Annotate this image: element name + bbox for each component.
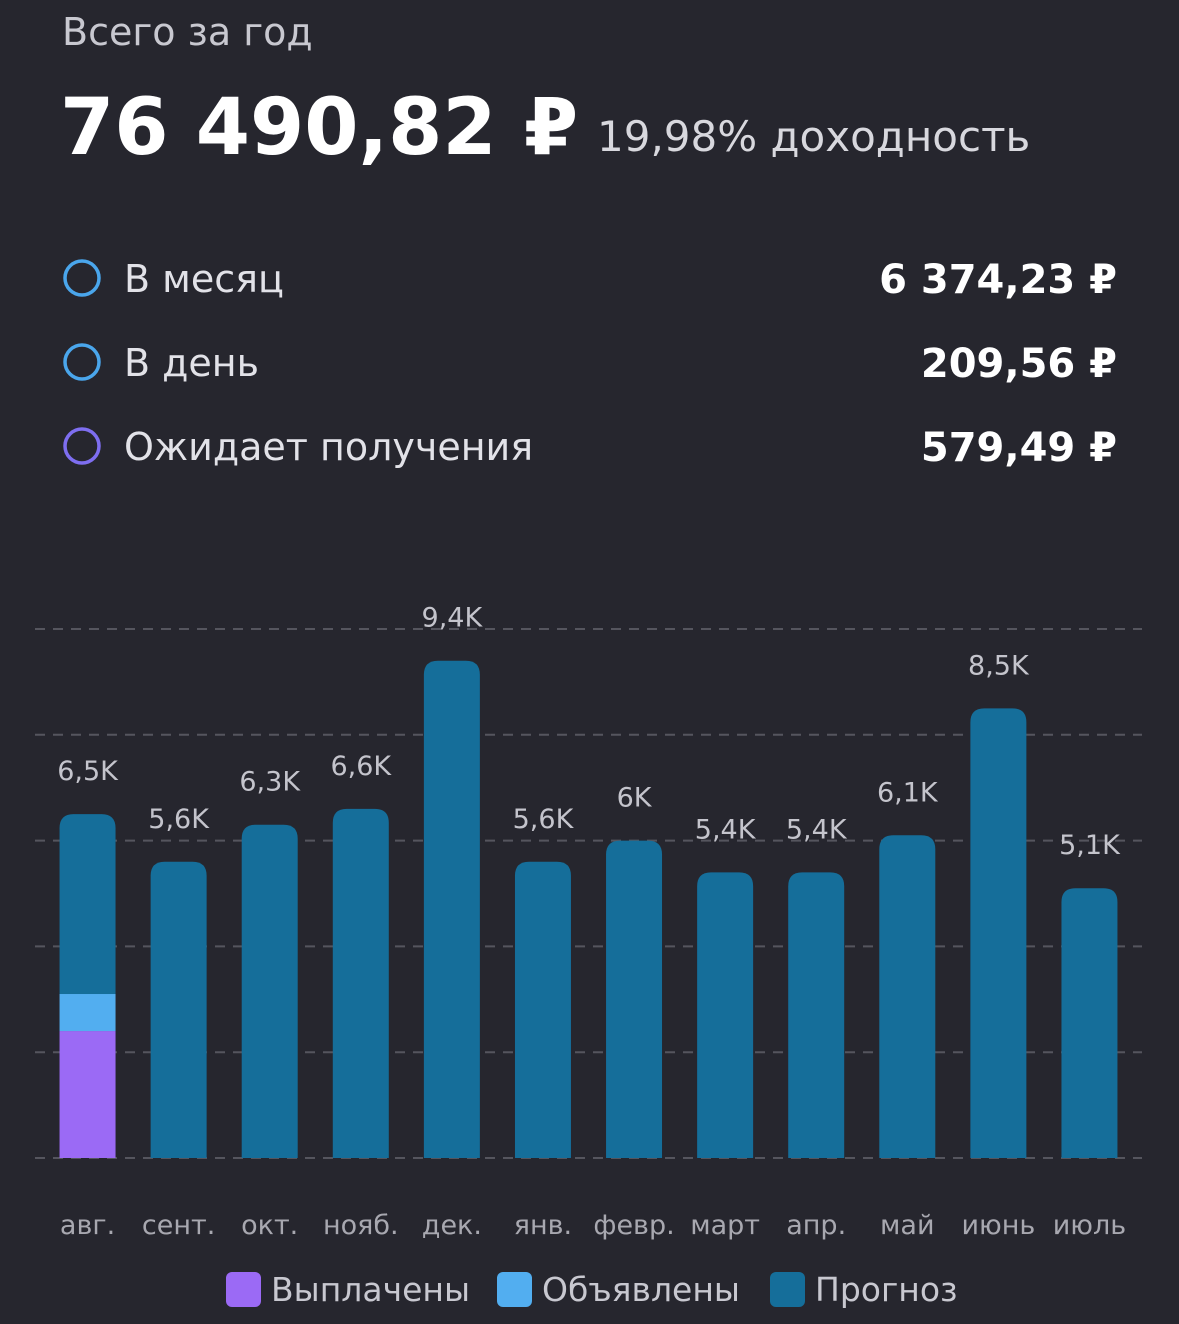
bar-total-label: 9,4K [422,603,484,634]
bar-total-label: 5,6K [148,804,210,835]
total: 76 490,82 ₽ [60,83,578,173]
x-tick-label: февр. [593,1210,674,1241]
legend-swatch [226,1272,261,1307]
legend-label: Объявлены [542,1270,740,1309]
status-dot [63,427,101,465]
legend-swatch [497,1272,532,1307]
x-tick-label: нояб. [323,1210,399,1241]
summary-value: 209,56 ₽ [921,341,1117,387]
x-tick-label: май [880,1210,934,1241]
bar-total-label: 5,1K [1059,830,1121,861]
bar-segment [879,835,936,1158]
bar-total-label: 8,5K [968,650,1030,681]
summary-label: В месяц [124,257,284,301]
summary-label: Ожидает получения [124,425,533,469]
x-tick-label: июнь [961,1210,1035,1241]
bar-segment [150,861,207,1158]
status-dot [63,343,101,381]
yield: 19,98% доходность [597,112,1030,161]
title: Всего за год [62,10,313,54]
status-dot [63,259,101,297]
legend-label: Прогноз [815,1270,958,1309]
bar-total-label: 5,4K [695,814,757,845]
x-tick-label: июль [1053,1210,1126,1241]
legend-label: Выплачены [271,1270,470,1309]
bar-segment [59,1031,116,1158]
bar-segment [1061,888,1118,1158]
bar-segment [332,808,389,1158]
bar-segment [241,824,298,1158]
x-tick-label: янв. [514,1210,572,1241]
bar-segment [59,994,116,1032]
bar-segment [606,840,663,1158]
x-tick-label: окт. [241,1210,298,1241]
bar-segment [788,872,845,1158]
bar-segment [970,708,1027,1158]
bar-segment [697,872,754,1158]
bar-total-label: 6,1K [877,777,939,808]
x-tick-label: апр. [786,1210,846,1241]
bar-segment [59,814,116,995]
summary-value: 579,49 ₽ [921,425,1117,471]
x-tick-label: сент. [142,1210,215,1241]
bar-total-label: 5,6K [513,804,575,835]
bar-total-label: 6,5K [57,756,119,787]
summary-label: В день [124,341,259,385]
bar-segment [423,660,480,1158]
x-tick-label: авг. [60,1210,115,1241]
bar-total-label: 6,6K [330,751,392,782]
bar-total-label: 5,4K [786,814,848,845]
legend-swatch [770,1272,805,1307]
x-tick-label: дек. [422,1210,482,1241]
x-tick-label: март [690,1210,760,1241]
bar-total-label: 6,3K [239,767,301,798]
bar-segment [514,861,571,1158]
summary-value: 6 374,23 ₽ [879,257,1117,303]
bar-total-label: 6K [617,783,653,814]
